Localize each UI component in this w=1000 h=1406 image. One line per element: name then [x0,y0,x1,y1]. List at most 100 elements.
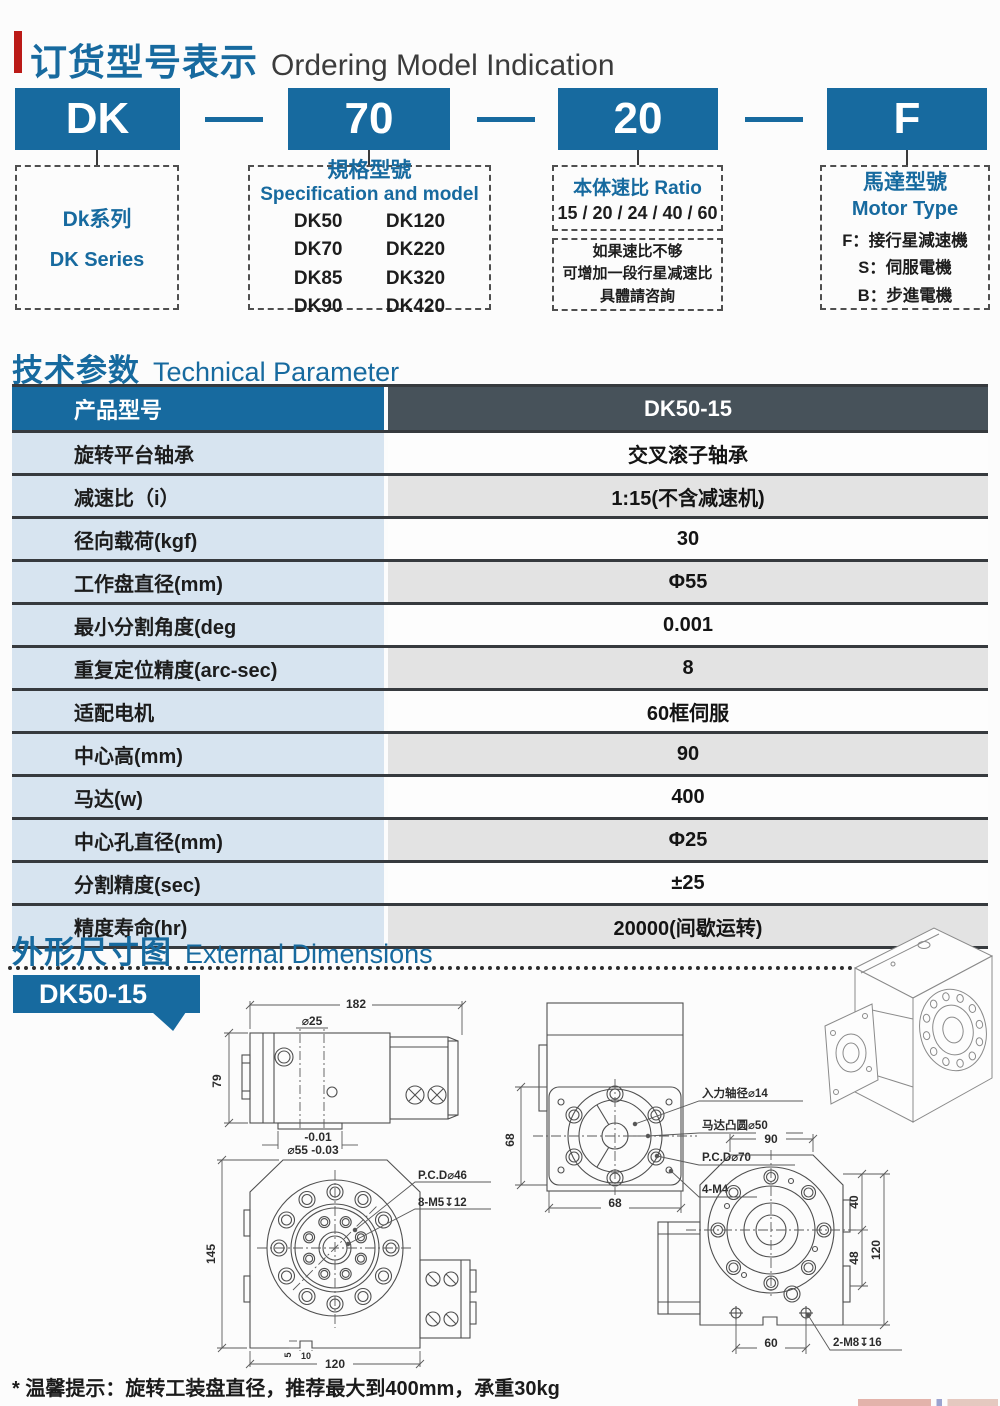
dim-height: 79 [210,1074,224,1088]
label-8m5: 8-M5↧12 [418,1197,467,1209]
dim-width: 182 [346,997,366,1011]
spec-model-row: DK70 DK220 [294,236,445,265]
ratio-title: 本体速比 Ratio [573,177,702,199]
row-label: 中心孔直径(mm) [12,820,384,860]
section-title-dimensions: 外形尺寸图 External Dimensions [12,927,433,972]
plan-view-outline [657,1154,851,1326]
label-input-shaft: 入力轴径⌀14 [702,1086,768,1100]
row-value: 20000(间歇运转) [388,906,988,946]
dim-bottom-60: 60 [764,1336,778,1350]
row-label: 径向载荷(kgf) [12,519,384,559]
table-row: 径向载荷(kgf) 30 [12,519,988,562]
code-connector-dash [745,117,803,122]
iso-motor-flange [824,1003,914,1105]
code-box-ratio: 20 [558,88,718,150]
code-box-motor: F [827,88,987,150]
row-value: 30 [388,519,988,559]
table-header-row: 产品型号 DK50-15 [12,387,988,433]
dotted-divider [8,966,853,970]
spec-model: DK120 [385,210,446,232]
row-value: Φ25 [388,820,988,860]
connector-line [368,150,370,165]
table-header-value: DK50-15 [388,387,988,430]
ratio-values: 15 / 20 / 24 / 40 / 60 [557,202,718,223]
spec-model: DK420 [385,296,446,317]
section-title-ordering: 订货型号表示 Ordering Model Indication [30,32,615,86]
partial-logo [858,1399,998,1406]
label-4m4: 4-M4 [702,1184,729,1196]
label-motor-boss: 马达凸圆⌀50 [702,1118,768,1132]
section-title-technical-en: Technical Parameter [153,357,400,387]
table-row: 适配电机 60框伺服 [12,691,988,734]
drawing-plan-view: 90 40 48 120 60 2-M8↧16 [657,1132,902,1354]
row-value: 90 [388,734,988,774]
ratio-note-line: 具體請咨詢 [599,287,675,305]
model-badge-tail [152,1012,186,1031]
ratio-note-line: 可增加一段行星减速比 [562,265,713,283]
spec-model-row: DK50 DK120 [294,208,445,237]
motor-title-zh: 馬達型號 [863,170,947,194]
side-view-outline [241,1032,459,1130]
row-label: 精度寿命(hr) [12,906,384,946]
section-title-technical: 技术参数 Technical Parameter [12,345,399,390]
row-label: 适配电机 [12,691,384,731]
code-box-motor-label: F [893,94,921,143]
table-row: 分割精度(sec) ±25 [12,863,988,906]
spec-model: DK85 [293,267,343,289]
row-value: 8 [388,648,988,688]
iso-flange [919,988,987,1072]
title-accent-bar [14,31,22,73]
section-title-dimensions-zh: 外形尺寸图 [12,935,172,970]
row-label: 最小分割角度(deg [12,605,384,645]
table-row: 旋转平台轴承 交叉滚子轴承 [12,433,988,476]
section-title-dimensions-en: External Dimensions [185,939,433,969]
ratio-box: 本体速比 Ratio 15 / 20 / 24 / 40 / 60 [552,165,723,231]
code-box-size: 70 [288,88,450,150]
footer-note: * 温馨提示：旋转工装盘直径，推荐最大到400mm，承重30kg [12,1378,560,1400]
connector-line [637,150,639,165]
table-row: 工作盘直径(mm) Φ55 [12,562,988,605]
connector-line [906,150,908,165]
code-box-series: DK [15,88,180,150]
dim-flange-width: 68 [608,1196,622,1210]
code-connector-dash [205,117,263,122]
row-value: 交叉滚子轴承 [388,433,988,473]
drawing-face-view: 145 P.C.D⌀46 8-M5↧12 5 10 120 [205,1155,491,1371]
row-label: 马达(w) [12,777,384,817]
table-row: 减速比（i） 1:15(不含减速机) [12,476,988,519]
spec-model: DK70 [293,239,343,260]
dim-flange-height: 68 [503,1133,517,1147]
table-row: 中心高(mm) 90 [12,734,988,777]
series-en: DK Series [49,249,145,271]
dim-height-145: 145 [205,1244,218,1264]
spec-model: DK50 [293,210,343,232]
ratio-note-line: 如果速比不够 [592,242,683,260]
model-badge-label: DK50-15 [39,978,148,1009]
dim-notch-width: 10 [301,1351,311,1361]
dim-width-120: 120 [325,1357,345,1371]
row-value: 1:15(不含减速机) [388,476,988,516]
spec-model: DK320 [385,267,446,289]
table-row: 精度寿命(hr) 20000(间歇运转) [12,906,988,949]
label-2m8: 2-M8↧16 [833,1337,882,1349]
row-label: 减速比（i） [12,476,384,516]
drawing-side-view: 182 ⌀25 79 -0.01 ⌀55 -0.03 [210,997,467,1157]
row-value: 60框伺服 [388,691,988,731]
iso-body [853,927,994,1123]
series-box: Dk系列 DK Series [15,165,179,310]
table-row: 重复定位精度(arc-sec) 8 [12,648,988,691]
code-box-size-label: 70 [344,94,394,143]
motor-option: B：步進電機 [857,286,953,305]
row-value: 400 [388,777,988,817]
motor-box: 馬達型號 Motor Type F：接行星減速機 S：伺服電機 B：步進電機 [820,165,990,310]
spec-title-en: Specification and model [260,183,479,205]
ratio-note-box: 如果速比不够 可增加一段行星减速比 具體請咨詢 [552,238,723,311]
row-label: 中心高(mm) [12,734,384,774]
dim-120: 120 [869,1240,883,1260]
spec-model-row: DK90 DK420 [294,293,445,322]
dim-disc: ⌀55 -0.03 [287,1143,339,1157]
dim-tolerance: -0.01 [304,1130,332,1144]
code-box-ratio-label: 20 [613,94,663,143]
parameter-table: 产品型号 DK50-15 旋转平台轴承 交叉滚子轴承 减速比（i） 1:15(不… [12,384,988,949]
